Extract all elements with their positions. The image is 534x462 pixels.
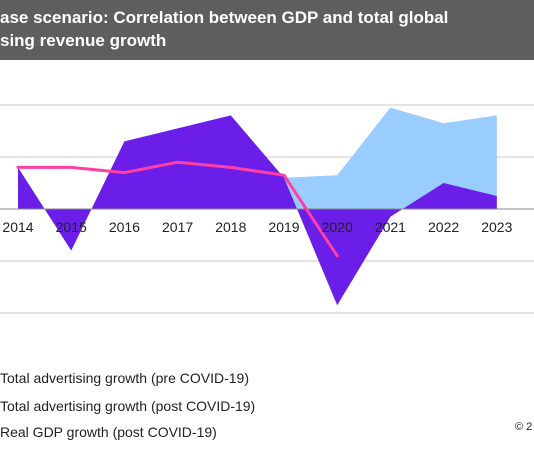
x-tick-label-2020: 2020 [322,219,353,235]
legend-item-real-gdp: Real GDP growth (post COVID-19) [0,424,217,440]
area-chart: 2014 2015 2016 2017 2018 2019 2020 2021 2022 2023 [0,104,534,314]
x-tick-label-2017: 2017 [162,219,193,235]
chart-title-line-1: ase scenario: Correlation between GDP an… [0,8,449,27]
x-tick-label-2023: 2023 [481,219,512,235]
area-series-1 [18,115,497,306]
legend-item-post-covid-advertising: Total advertising growth (post COVID-19) [0,398,256,414]
x-tick-label-2019: 2019 [268,219,299,235]
x-tick-label-2021: 2021 [375,219,406,235]
chart-title-line-2: sing revenue growth [0,31,167,50]
copyright-notice: © 2 [515,421,533,433]
legend-item-pre-covid-advertising: Total advertising growth (pre COVID-19) [0,370,249,386]
chart-title-bar: ase scenario: Correlation between GDP an… [0,0,534,60]
line-series-2 [16,160,339,258]
x-tick-label-2015: 2015 [56,219,87,235]
x-tick-label-2022: 2022 [428,219,459,235]
x-tick-label-2014: 2014 [2,219,33,235]
x-tick-label-2016: 2016 [109,219,140,235]
x-tick-label-2018: 2018 [215,219,246,235]
